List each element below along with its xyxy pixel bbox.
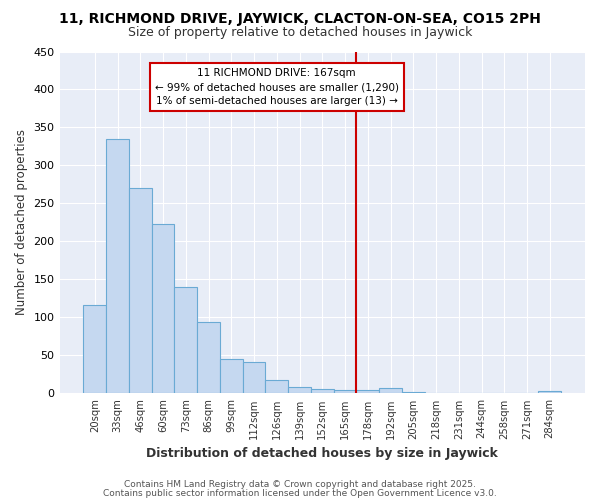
Bar [175, 287, 197, 394]
Bar [311, 389, 334, 394]
X-axis label: Distribution of detached houses by size in Jaywick: Distribution of detached houses by size … [146, 447, 498, 460]
Bar [356, 390, 379, 394]
Bar [197, 322, 220, 394]
Bar [334, 390, 356, 394]
Text: 11, RICHMOND DRIVE, JAYWICK, CLACTON-ON-SEA, CO15 2PH: 11, RICHMOND DRIVE, JAYWICK, CLACTON-ON-… [59, 12, 541, 26]
Bar [265, 380, 288, 394]
Bar [106, 139, 129, 394]
Text: 11 RICHMOND DRIVE: 167sqm
← 99% of detached houses are smaller (1,290)
1% of sem: 11 RICHMOND DRIVE: 167sqm ← 99% of detac… [155, 68, 399, 106]
Bar [220, 359, 242, 394]
Bar [242, 362, 265, 394]
Text: Contains public sector information licensed under the Open Government Licence v3: Contains public sector information licen… [103, 488, 497, 498]
Y-axis label: Number of detached properties: Number of detached properties [15, 130, 28, 316]
Bar [83, 304, 106, 394]
Bar [379, 388, 402, 394]
Text: Contains HM Land Registry data © Crown copyright and database right 2025.: Contains HM Land Registry data © Crown c… [124, 480, 476, 489]
Bar [152, 224, 175, 394]
Bar [402, 392, 425, 394]
Bar [425, 392, 448, 394]
Bar [288, 386, 311, 394]
Bar [129, 188, 152, 394]
Bar [538, 391, 561, 394]
Text: Size of property relative to detached houses in Jaywick: Size of property relative to detached ho… [128, 26, 472, 39]
